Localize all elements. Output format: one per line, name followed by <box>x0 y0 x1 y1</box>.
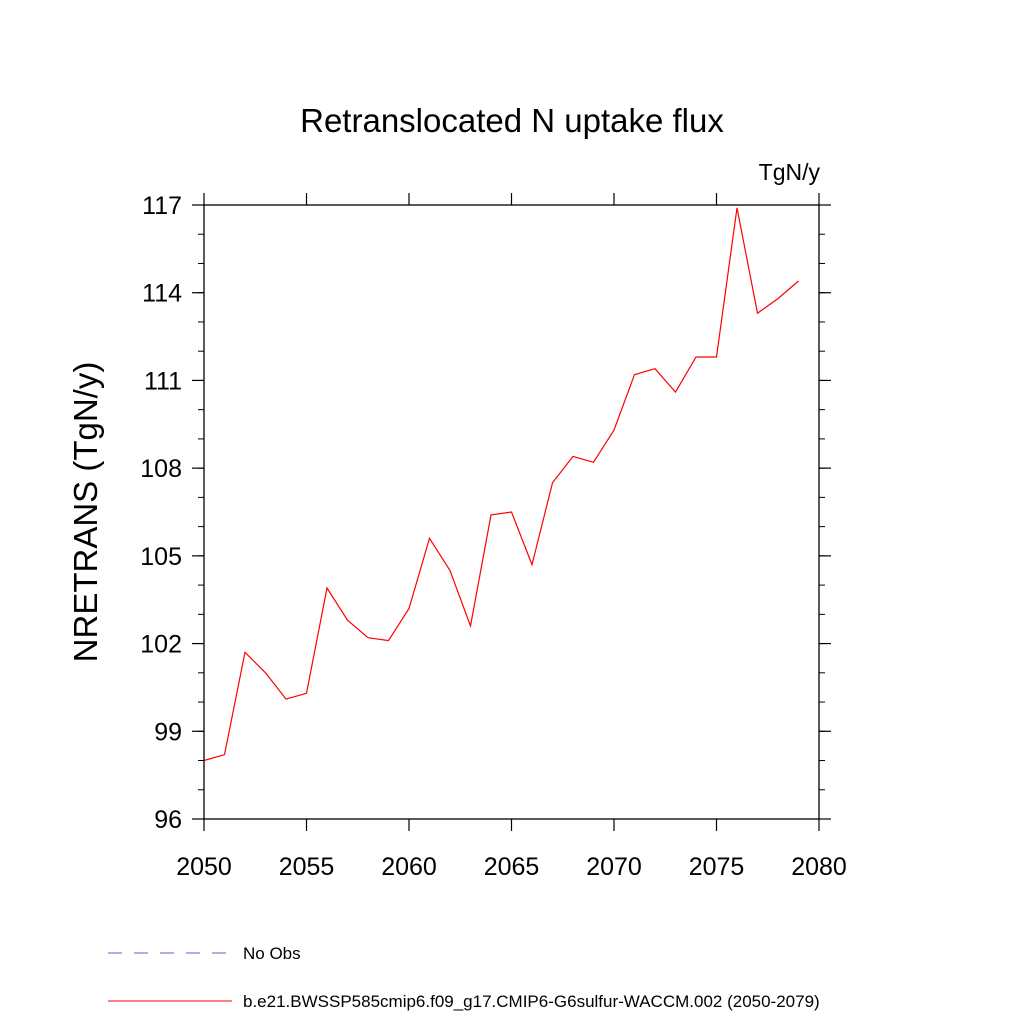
y-tick-label: 105 <box>140 543 182 571</box>
y-axis-label: NRETRANS (TgN/y) <box>67 362 104 663</box>
legend: No Obs b.e21.BWSSP585cmip6.f09_g17.CMIP6-… <box>108 944 820 1011</box>
x-tick-label: 2065 <box>484 853 540 881</box>
y-tick-label: 111 <box>144 367 182 395</box>
units-label: TgN/y <box>759 159 821 185</box>
x-axis: 2050 2055 2060 2065 2070 2075 2080 <box>176 193 847 881</box>
series-line <box>203 207 799 762</box>
plot-frame <box>203 204 820 820</box>
y-axis: 96 99 102 105 108 111 114 117 <box>140 192 831 834</box>
series-layer <box>203 207 799 762</box>
x-tick-label: 2070 <box>586 853 642 881</box>
y-tick-label: 96 <box>154 806 182 834</box>
legend-label: b.e21.BWSSP585cmip6.f09_g17.CMIP6-G6sulf… <box>243 992 820 1011</box>
legend-label: No Obs <box>243 944 301 963</box>
y-tick-label: 102 <box>140 631 182 659</box>
x-tick-label: 2050 <box>176 853 232 881</box>
y-tick-label: 114 <box>142 280 182 308</box>
y-tick-label: 108 <box>140 455 182 483</box>
x-tick-label: 2080 <box>791 853 847 881</box>
chart-title: Retranslocated N uptake flux <box>300 102 724 139</box>
x-tick-label: 2060 <box>381 853 437 881</box>
x-tick-label: 2075 <box>689 853 745 881</box>
y-tick-label: 117 <box>142 192 182 220</box>
x-tick-label: 2055 <box>279 853 335 881</box>
y-tick-label: 99 <box>154 718 182 746</box>
